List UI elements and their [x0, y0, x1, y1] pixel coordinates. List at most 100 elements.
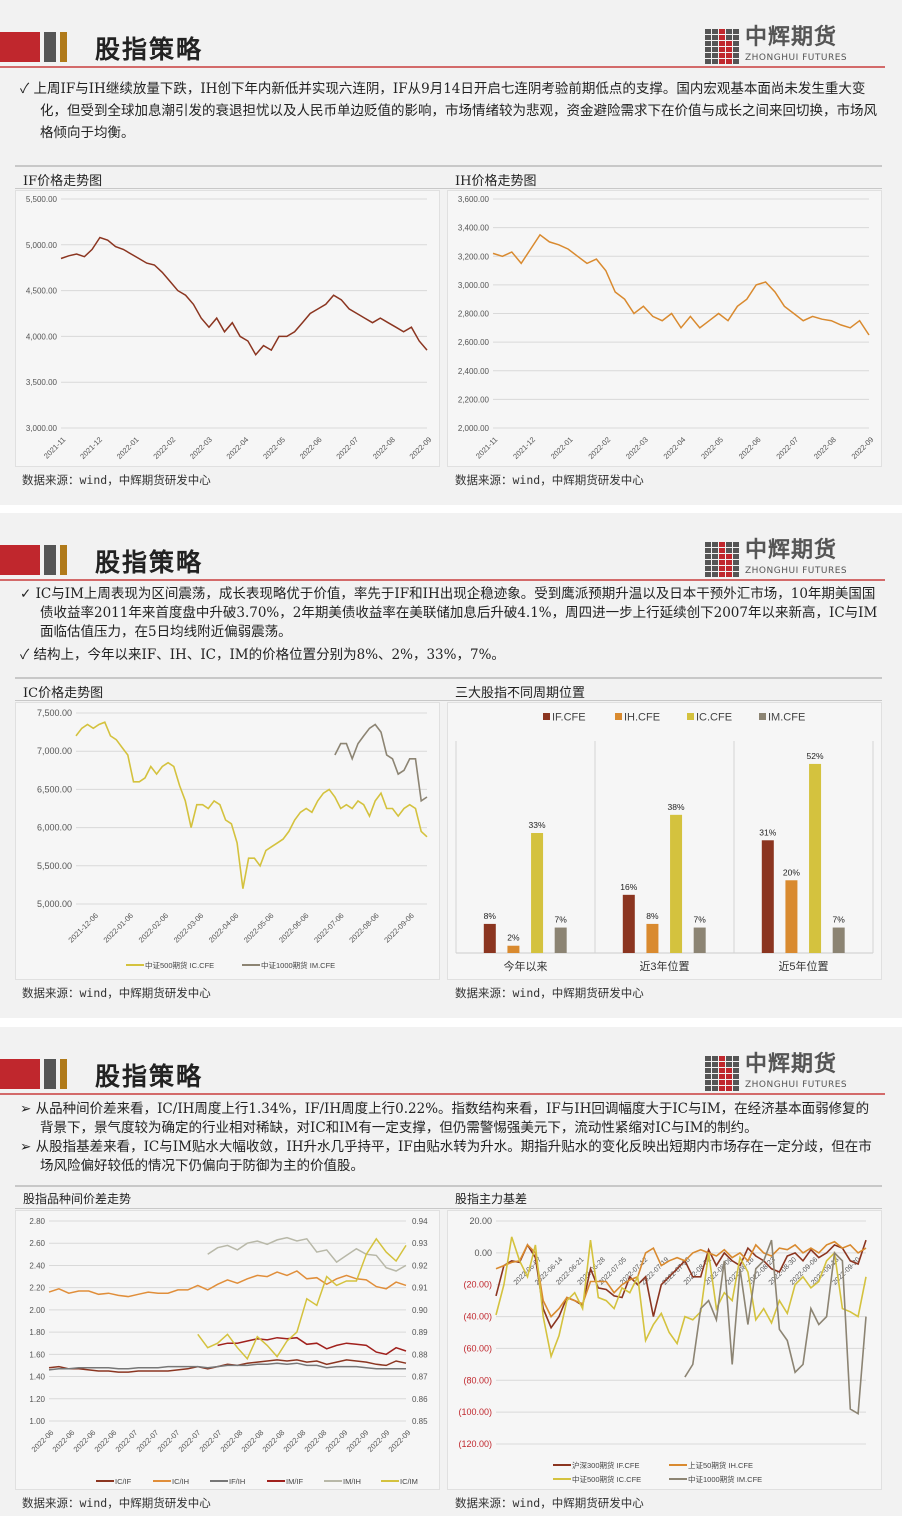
section-header: 股指策略 中辉期货 ZHONGHUI FUTURES [0, 1049, 902, 1097]
bullet: ✓ 结构上，今年以来IF、IH、IC，IM的价格位置分别为8%、2%，33%，7… [20, 647, 505, 663]
legend-label: IM/IF [286, 1477, 303, 1486]
y-tick-label: 3,000.00 [458, 281, 490, 290]
y-tick-label: 7,000.00 [37, 746, 72, 756]
logo-square [712, 1056, 718, 1061]
x-tick-label: 2022-01 [115, 435, 141, 461]
basis-chart: 20.00 0.00 (20.00) (40.00) (60.00) (80.00) (10… [447, 1210, 882, 1490]
logo-square [719, 29, 725, 34]
y-tick-label: 3,600.00 [458, 195, 490, 204]
header-gray-bar [44, 32, 56, 62]
bar-ih [646, 923, 659, 953]
spread-chart: 2.80 2.60 2.40 2.20 2.00 1.80 1.60 1.40 1.20 1.00… [15, 1210, 440, 1490]
company-logo: 中辉期货 ZHONGHUI FUTURES [705, 1053, 875, 1091]
data-label: 7% [694, 915, 707, 925]
x-tick-label: 2022-09 [324, 1428, 350, 1454]
logo-square [705, 41, 711, 46]
logo-square [719, 560, 725, 565]
x-tick-label: 2022-03 [188, 435, 214, 461]
x-tick-label: 2022-03-06 [172, 911, 205, 944]
x-tick-label: 2021-11 [474, 435, 499, 460]
legend-label: 中证1000期货 IM.CFE [688, 1474, 762, 1484]
logo-square [705, 554, 711, 559]
logo-square [733, 542, 739, 547]
ih-price-chart: 3,600.00 3,400.00 3,200.00 3,000.00 2,800.00… [447, 190, 882, 467]
bar-if [761, 840, 774, 953]
chart-title: IH价格走势图 [455, 174, 537, 189]
logo-square [719, 53, 725, 58]
logo-square [726, 1080, 732, 1085]
logo-square [712, 1062, 718, 1067]
data-label: 52% [807, 751, 824, 761]
chart-titles: IC价格走势图 三大股指不同周期位置 [15, 677, 882, 701]
y-tick-label: (20.00) [463, 1280, 492, 1290]
logo-square [712, 1080, 718, 1085]
series-line-icim [197, 1237, 407, 1361]
data-label: 20% [783, 867, 800, 877]
y2-tick-label: 0.93 [412, 1239, 428, 1248]
bar-im [693, 927, 706, 953]
logo-square [726, 47, 732, 52]
x-tick-label: 2022-08 [812, 435, 838, 461]
header-gold-bar [60, 32, 67, 62]
bar-ih [507, 945, 520, 953]
x-tick-label: 2022-08 [261, 1428, 287, 1454]
y-tick-label: 2,400.00 [458, 367, 490, 376]
logo-square [719, 59, 725, 64]
legend-label: IC/IF [115, 1477, 132, 1486]
data-source: 数据来源：wind，中辉期货研发中心 [455, 1496, 644, 1510]
logo-square [705, 542, 711, 547]
logo-square [726, 1074, 732, 1079]
y2-tick-label: 0.86 [412, 1395, 428, 1404]
logo-square [705, 1080, 711, 1085]
x-tick-label: 2022-06 [30, 1428, 56, 1454]
x-tick-label: 2022-04 [225, 435, 251, 461]
y-tick-label: 2,600.00 [458, 338, 490, 347]
legend-label: IF/IH [229, 1477, 245, 1486]
chart-title: 股指品种间价差走势 [23, 1192, 132, 1206]
x-tick-label: 2022-02 [151, 435, 177, 461]
y2-tick-label: 0.92 [412, 1261, 428, 1270]
legend-label: IM/IH [343, 1477, 361, 1486]
series-line-im [334, 723, 428, 803]
x-tick-label: 2022-05-06 [242, 911, 275, 944]
data-label: 31% [759, 827, 776, 837]
logo-square [733, 29, 739, 34]
logo-subtext: ZHONGHUI FUTURES [745, 53, 848, 63]
y2-tick-label: 0.88 [412, 1350, 428, 1359]
logo-square [705, 566, 711, 571]
x-tick-label: 2022-05 [699, 435, 725, 461]
logo-square [733, 1056, 739, 1061]
logo-square [705, 1056, 711, 1061]
header-red-block [0, 545, 40, 575]
bar-ic [670, 814, 683, 953]
x-tick-label: 2022-01 [549, 435, 575, 461]
y-tick-label: 2.80 [29, 1217, 45, 1226]
x-tick-label: 2022-04-06 [207, 911, 240, 944]
logo-square [712, 548, 718, 553]
y-tick-label: 1.40 [29, 1373, 45, 1382]
x-tick-label: 2022-06 [298, 435, 324, 461]
logo-subtext: ZHONGHUI FUTURES [745, 566, 848, 576]
logo-square [705, 1086, 711, 1091]
logo-square [712, 35, 718, 40]
header-gold-bar [60, 545, 67, 575]
y2-tick-label: 0.91 [412, 1284, 428, 1293]
y2-tick-label: 0.94 [412, 1217, 428, 1226]
logo-square [712, 53, 718, 58]
y-tick-label: 5,000.00 [37, 899, 72, 909]
y-tick-label: 5,500.00 [37, 861, 72, 871]
x-tick-label: 2022-02-06 [137, 911, 170, 944]
logo-square [733, 1062, 739, 1067]
header-gold-bar [60, 1059, 67, 1089]
bullet: ✓ IC与IM上周表现为区间震荡，成长表现略优于价值，率先于IF和IH出现企稳迹… [20, 586, 878, 640]
x-tick-label: 2022-09 [345, 1428, 371, 1454]
bullet: ➢ 从股指基差来看，IC与IM贴水大幅收敛，IH升水几乎持平，IF由贴水转为升水… [20, 1139, 872, 1174]
company-logo: 中辉期货 ZHONGHUI FUTURES [705, 539, 875, 577]
logo-square [726, 1068, 732, 1073]
logo-square [726, 548, 732, 553]
y-tick-label: (120.00) [458, 1439, 492, 1449]
category-label: 近5年位置 [778, 959, 828, 973]
y-tick-label: (40.00) [463, 1312, 492, 1322]
y-tick-label: 1.80 [29, 1328, 45, 1337]
summary-text: ➢ 从品种间价差来看，IC/IH周度上行1.34%，IF/IH周度上行0.22%… [20, 1100, 880, 1176]
